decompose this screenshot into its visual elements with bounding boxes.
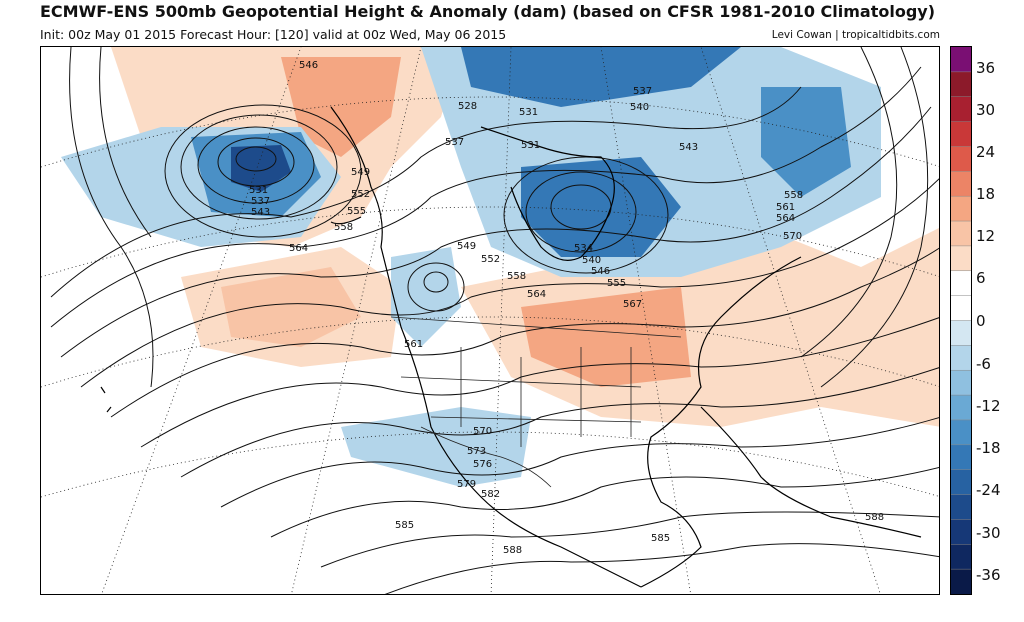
colorbar-swatch — [951, 245, 971, 272]
contour-label: 537 — [251, 196, 270, 207]
contour-label: 555 — [347, 206, 366, 217]
colorbar-swatch — [951, 419, 971, 446]
cold-anomaly-hudson-core — [521, 157, 681, 257]
colorbar-swatches — [951, 47, 971, 594]
contour-label: 558 — [784, 190, 803, 201]
contour-label: 576 — [473, 459, 492, 470]
colorbar-tick: 24 — [976, 143, 996, 161]
contour-label: 549 — [457, 241, 476, 252]
contour-label: 570 — [473, 426, 492, 437]
contour-label: 588 — [503, 545, 522, 556]
colorbar-swatch — [951, 395, 971, 421]
anomaly-map: 546 528 531 537 540 543 531 537 543 549 … — [41, 47, 939, 594]
contour-label: 573 — [467, 446, 486, 457]
contour-label: 543 — [679, 142, 698, 153]
warm-anomaly-alaska-core — [281, 57, 401, 157]
colorbar-swatch — [951, 569, 971, 594]
colorbar-swatch — [951, 196, 971, 222]
contour-label: 540 — [630, 102, 649, 113]
colorbar-tick: 6 — [976, 269, 986, 287]
contour-label-layer: 546 528 531 537 540 543 531 537 543 549 … — [249, 60, 884, 556]
colorbar-swatch — [951, 47, 971, 73]
warm-anomaly-pacific-core — [221, 267, 361, 347]
contour-label: 564 — [527, 289, 546, 300]
cold-anomaly-westcoast — [391, 247, 461, 347]
colorbar-swatch — [951, 71, 971, 98]
contour-label: 546 — [591, 266, 610, 277]
colorbar-tick: 30 — [976, 101, 996, 119]
graticule — [41, 47, 939, 594]
colorbar-tick: -18 — [976, 439, 1001, 457]
cold-anomaly-greenland — [761, 87, 851, 197]
chart-subtitle: Init: 00z May 01 2015 Forecast Hour: [12… — [40, 27, 507, 42]
contour-label: 531 — [249, 185, 268, 196]
contour-label: 564 — [776, 213, 795, 224]
colorbar-swatch — [951, 345, 971, 371]
colorbar-swatch — [951, 444, 971, 471]
colorbar-tick: -12 — [976, 397, 1001, 415]
contour-label: 564 — [289, 243, 308, 254]
colorbar-swatch — [951, 96, 971, 123]
contour-label: 540 — [582, 255, 601, 266]
colorbar-swatch — [951, 221, 971, 247]
cold-anomaly-north — [461, 47, 741, 107]
chart-title: ECMWF-ENS 500mb Geopotential Height & An… — [40, 2, 936, 21]
contour-label: 570 — [783, 231, 802, 242]
contour-label: 549 — [351, 167, 370, 178]
contour-label: 558 — [507, 271, 526, 282]
warm-anomaly-eastus-core — [521, 287, 691, 387]
contour-label: 561 — [404, 339, 423, 350]
colorbar-swatch — [951, 171, 971, 197]
contour-label: 585 — [651, 533, 670, 544]
colorbar-swatch — [951, 519, 971, 545]
credit-label: Levi Cowan | tropicaltidbits.com — [771, 29, 940, 41]
political-borders — [390, 316, 682, 488]
colorbar-tick: 36 — [976, 59, 996, 77]
colorbar-swatch — [951, 295, 971, 321]
contour-label: 561 — [776, 202, 795, 213]
contour-label: 585 — [395, 520, 414, 531]
contour-label: 537 — [445, 137, 464, 148]
colorbar-swatch — [951, 121, 971, 147]
colorbar-swatch — [951, 320, 971, 346]
contour-label: 543 — [251, 207, 270, 218]
contour-label: 534 — [574, 243, 593, 254]
colorbar-tick: 12 — [976, 227, 996, 245]
contour-label: 528 — [458, 101, 477, 112]
coastlines — [100, 106, 922, 588]
contour-label: 531 — [521, 140, 540, 151]
contour-label: 537 — [633, 86, 652, 97]
colorbar-tick: 0 — [976, 312, 986, 330]
colorbar-swatch — [951, 370, 971, 396]
contour-label: 555 — [607, 278, 626, 289]
colorbar-tick: -36 — [976, 566, 1001, 584]
contour-label: 552 — [351, 189, 370, 200]
cold-anomaly-southwest — [341, 407, 531, 487]
colorbar-tick: -24 — [976, 481, 1001, 499]
colorbar-tick: 18 — [976, 185, 996, 203]
colorbar-swatch — [951, 270, 971, 297]
colorbar — [950, 46, 972, 595]
contour-label: 579 — [457, 479, 476, 490]
contour-label: 552 — [481, 254, 500, 265]
anomaly-fills — [61, 47, 939, 487]
colorbar-tick: -6 — [976, 355, 991, 373]
colorbar-swatch — [951, 544, 971, 570]
contour-label: 546 — [299, 60, 318, 71]
colorbar-swatch — [951, 494, 971, 520]
contour-label: 582 — [481, 489, 500, 500]
colorbar-tick: -30 — [976, 524, 1001, 542]
contour-label: 567 — [623, 299, 642, 310]
contour-label: 531 — [519, 107, 538, 118]
contour-label: 588 — [865, 512, 884, 523]
contour-label: 558 — [334, 222, 353, 233]
colorbar-swatch — [951, 146, 971, 172]
map-panel: 546 528 531 537 540 543 531 537 543 549 … — [40, 46, 940, 595]
colorbar-swatch — [951, 469, 971, 496]
